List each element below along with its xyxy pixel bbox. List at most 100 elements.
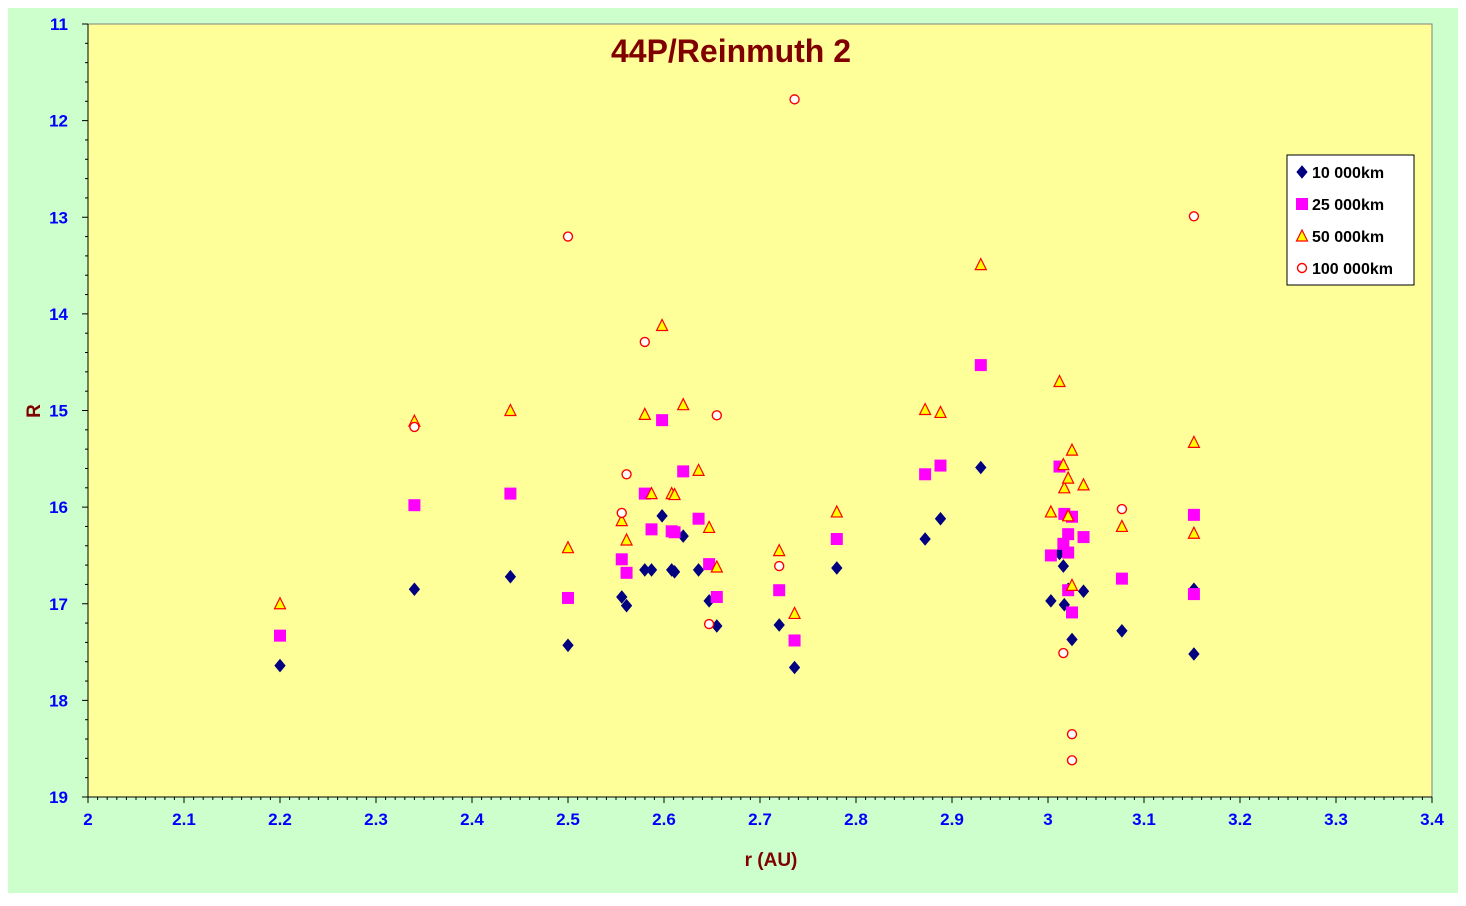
legend-item-label: 100 000km <box>1312 261 1393 278</box>
point-10000km <box>645 563 658 577</box>
point-25000km <box>974 359 987 372</box>
y-tick-label: 17 <box>49 595 68 614</box>
point-10000km <box>504 569 517 584</box>
point-10000km <box>620 598 633 613</box>
point-50000km <box>788 606 802 620</box>
point-50000km <box>1057 480 1071 494</box>
point-50000km <box>620 532 634 546</box>
point-10000km <box>616 590 628 604</box>
point-25000km <box>274 629 286 642</box>
point-100000km <box>711 410 722 421</box>
x-tick-label: 2.2 <box>268 810 292 829</box>
point-10000km <box>788 660 801 675</box>
point-10000km <box>562 638 574 653</box>
point-25000km <box>1115 572 1128 585</box>
point-25000km <box>934 459 947 472</box>
legend-item-label: 25 000km <box>1312 197 1384 214</box>
y-axis-label: R <box>24 404 45 418</box>
point-25000km <box>620 566 633 579</box>
chart-title: 44P/Reinmuth 2 <box>611 33 851 69</box>
point-25000km <box>830 533 843 546</box>
point-50000km <box>710 559 724 573</box>
x-tick-label: 3 <box>1043 810 1052 829</box>
point-100000km <box>621 469 632 480</box>
data-points <box>273 94 1201 766</box>
point-50000km <box>1044 504 1058 518</box>
x-tick-label: 2.6 <box>652 810 676 829</box>
point-25000km <box>710 590 723 603</box>
point-25000km <box>1062 528 1075 541</box>
point-50000km <box>655 318 669 332</box>
point-50000km <box>702 520 716 534</box>
y-tick-label: 18 <box>49 691 68 710</box>
point-50000km <box>974 257 988 271</box>
x-tick-label: 3.1 <box>1132 810 1156 829</box>
point-10000km <box>934 511 947 526</box>
point-10000km <box>656 509 668 523</box>
point-25000km <box>1044 549 1057 562</box>
y-tick-label: 14 <box>49 305 68 324</box>
point-25000km <box>1187 588 1200 601</box>
legend: 10 000km 25 000km 50 000km 100 000km <box>1286 154 1415 286</box>
point-50000km <box>1053 374 1066 388</box>
point-25000km <box>562 591 574 604</box>
point-50000km <box>1077 477 1090 491</box>
x-tick-label: 2.5 <box>556 810 580 829</box>
point-50000km <box>676 397 690 411</box>
x-tick-label: 3.2 <box>1228 810 1252 829</box>
point-10000km <box>1077 584 1090 598</box>
point-10000km <box>1057 559 1070 573</box>
point-100000km <box>1116 503 1128 515</box>
x-tick-label: 2.7 <box>748 810 772 829</box>
point-50000km <box>503 403 517 417</box>
x-axis-label: r (AU) <box>745 850 798 871</box>
point-25000km <box>692 512 705 525</box>
point-25000km <box>919 468 932 481</box>
x-tick-label: 2.9 <box>940 810 964 829</box>
point-10000km <box>919 532 931 546</box>
point-50000km <box>1065 578 1079 591</box>
point-100000km <box>703 618 715 630</box>
point-50000km <box>918 402 932 416</box>
point-50000km <box>692 463 706 477</box>
point-25000km <box>645 523 658 536</box>
point-100000km <box>616 507 627 519</box>
x-tick-label: 2.1 <box>172 810 196 829</box>
point-25000km <box>615 553 628 566</box>
point-50000km <box>772 543 786 557</box>
y-tick-label: 11 <box>50 15 68 34</box>
point-50000km <box>934 405 947 419</box>
point-25000km <box>703 558 716 571</box>
point-50000km <box>561 540 575 554</box>
axes: 2 2.1 2.2 2.3 2.4 2.5 2.6 2.7 2.8 2.9 3 3.1 3.2 3.3 3.… <box>49 15 1444 829</box>
point-50000km <box>1056 457 1070 471</box>
x-tick-label: 2.3 <box>364 810 388 829</box>
legend-marker-10000km <box>1296 165 1308 179</box>
y-tick-label: 12 <box>49 112 68 131</box>
x-tick-label: 3.3 <box>1324 810 1348 829</box>
legend-item-label: 10 000km <box>1312 165 1384 182</box>
x-tick-label: 2.4 <box>460 810 484 829</box>
point-50000km <box>668 487 682 501</box>
legend-marker-25000km <box>1296 198 1308 210</box>
point-50000km <box>638 407 652 420</box>
point-10000km <box>1066 632 1078 647</box>
point-100000km <box>562 231 574 242</box>
point-25000km <box>1066 606 1078 619</box>
point-50000km <box>1187 435 1201 448</box>
point-10000km <box>975 460 987 475</box>
point-25000km <box>788 634 801 647</box>
point-10000km <box>668 565 681 579</box>
plot-area <box>87 23 1433 798</box>
point-50000km <box>830 504 844 518</box>
legend-marker-100000km <box>1296 262 1308 274</box>
point-25000km <box>1187 508 1200 521</box>
point-100000km <box>1066 728 1078 740</box>
point-10000km <box>1188 647 1200 661</box>
point-100000km <box>639 336 650 348</box>
point-50000km <box>1115 519 1129 533</box>
point-25000km <box>656 414 669 427</box>
point-50000km <box>1061 470 1075 484</box>
point-50000km <box>645 486 658 500</box>
